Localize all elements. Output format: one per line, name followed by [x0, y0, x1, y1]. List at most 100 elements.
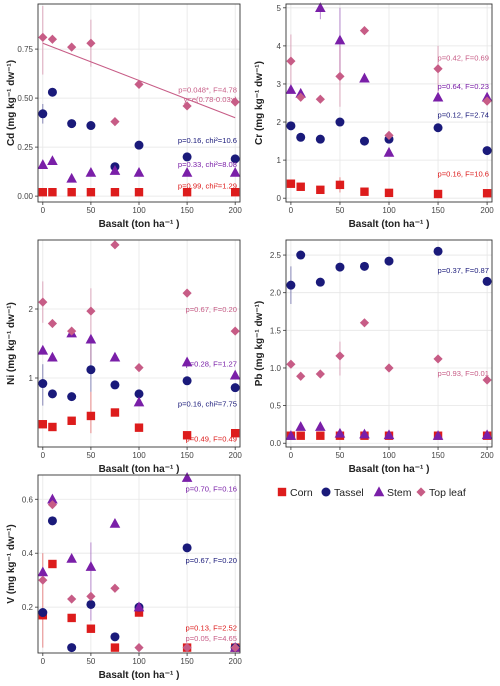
point-topleaf [384, 130, 394, 140]
point-tassel [433, 123, 443, 133]
point-tassel [67, 119, 77, 129]
y-axis-title: Cd (mg kg⁻¹ dw⁻¹) [6, 60, 17, 146]
point-topleaf [315, 94, 325, 104]
point-tassel [182, 152, 192, 162]
point-stem [109, 165, 121, 175]
point-corn [384, 188, 394, 198]
y-axis-title: Cr (mg kg⁻¹ dw⁻¹) [254, 61, 265, 145]
point-stem [229, 166, 241, 177]
point-tassel [335, 262, 345, 272]
tick-label-x: 200 [480, 206, 494, 215]
panel-cr: 0 50 100 150 200 0 1 2 3 4 5 Basalt (ton ha⁻¹ ) Cr (… [254, 2, 494, 230]
tick-label-x: 0 [41, 451, 46, 460]
point-tassel [47, 87, 57, 97]
point-corn [38, 187, 48, 197]
point-stem [315, 421, 326, 431]
point-tassel [110, 632, 120, 642]
stat-annotation-stem: p=0.28, F=1.27 [185, 360, 237, 369]
point-stem [37, 344, 49, 355]
point-corn [230, 187, 240, 197]
tick-label-x: 100 [382, 206, 396, 215]
point-tassel [134, 389, 144, 399]
point-topleaf [86, 591, 96, 601]
point-stem [37, 159, 49, 169]
legend-label-topleaf: Top leaf [429, 487, 466, 499]
point-topleaf [38, 32, 48, 42]
tick-label-x: 0 [41, 657, 46, 666]
stat-annotation-topleaf: p=0.42, F=0.69 [437, 53, 489, 62]
tick-label-x: 100 [132, 206, 146, 215]
point-corn [134, 608, 144, 617]
point-topleaf [286, 56, 296, 66]
tick-label-y: 0.2 [22, 603, 34, 612]
point-stem [133, 396, 145, 407]
point-tassel [47, 516, 57, 526]
point-corn [67, 187, 76, 197]
point-corn [38, 420, 48, 429]
point-tassel [315, 134, 325, 144]
tick-label-x: 150 [180, 451, 194, 460]
point-tassel [182, 376, 192, 386]
tick-label-y: 2.0 [270, 289, 282, 298]
point-tassel [182, 543, 192, 553]
tick-label-y: 0.4 [22, 549, 34, 558]
x-axis-title: Basalt (ton ha⁻¹ ) [99, 219, 180, 230]
tick-label-y: 0.25 [17, 143, 33, 152]
point-stem [315, 2, 326, 13]
point-tassel [230, 383, 240, 393]
point-stem [66, 172, 77, 183]
point-corn [67, 416, 76, 425]
point-topleaf [67, 594, 77, 604]
stat-annotation-topleaf: p=0.05, F=4.65 [185, 634, 237, 643]
point-corn [230, 429, 240, 438]
point-stem [47, 351, 58, 362]
point-tassel [38, 379, 48, 389]
point-tassel [86, 365, 96, 375]
point-stem [85, 561, 97, 571]
point-stem [359, 72, 370, 83]
tick-label-x: 0 [289, 206, 294, 215]
point-topleaf [47, 500, 58, 510]
stat-annotation-tassel: p=0.12, F=2.74 [437, 110, 489, 119]
legend: Corn Tassel Stem Top leaf [277, 486, 466, 499]
point-stem [285, 84, 297, 94]
point-corn [134, 423, 144, 432]
point-topleaf [110, 240, 120, 250]
point-corn [182, 431, 192, 440]
point-topleaf [296, 371, 306, 381]
stat-annotation-stem: p=0.33, chi²=8.08 [178, 160, 237, 169]
tick-label-y: 0.50 [17, 94, 33, 103]
point-stem [47, 155, 58, 166]
point-corn [48, 559, 57, 569]
point-topleaf [230, 643, 240, 653]
point-stem [37, 566, 49, 577]
legend-marker-corn [277, 487, 287, 497]
point-stem [481, 429, 493, 440]
tick-label-y: 2.5 [270, 251, 282, 260]
point-tassel [38, 608, 48, 618]
point-topleaf [384, 363, 394, 373]
point-corn [296, 182, 305, 191]
point-tassel [335, 117, 345, 127]
panel-cd: 0 50 100 150 200 0.00 0.25 0.50 0.75 Basalt (ton … [6, 3, 242, 230]
tick-label-y: 0.6 [22, 495, 34, 504]
point-topleaf [230, 97, 240, 107]
point-topleaf [182, 288, 192, 298]
point-stem [285, 430, 297, 440]
x-axis-title: Basalt (ton ha⁻¹ ) [99, 464, 180, 475]
point-tassel [296, 132, 306, 142]
tick-label-x: 200 [480, 451, 494, 460]
point-tassel [110, 380, 120, 390]
point-stem [334, 427, 346, 438]
point-topleaf [482, 96, 492, 106]
point-stem [109, 517, 121, 528]
x-axis-title: Basalt (ton ha⁻¹ ) [349, 219, 430, 230]
y-axis-title: V (mg kg⁻¹ dw⁻¹) [6, 524, 17, 603]
point-corn [316, 185, 325, 195]
tick-label-y: 2 [277, 118, 282, 127]
stat-annotation-stem: p=0.70, F=0.16 [185, 484, 237, 493]
point-topleaf [182, 643, 192, 653]
point-tassel [134, 140, 144, 150]
point-topleaf [86, 38, 96, 48]
tick-label-y: 0.5 [270, 402, 282, 411]
